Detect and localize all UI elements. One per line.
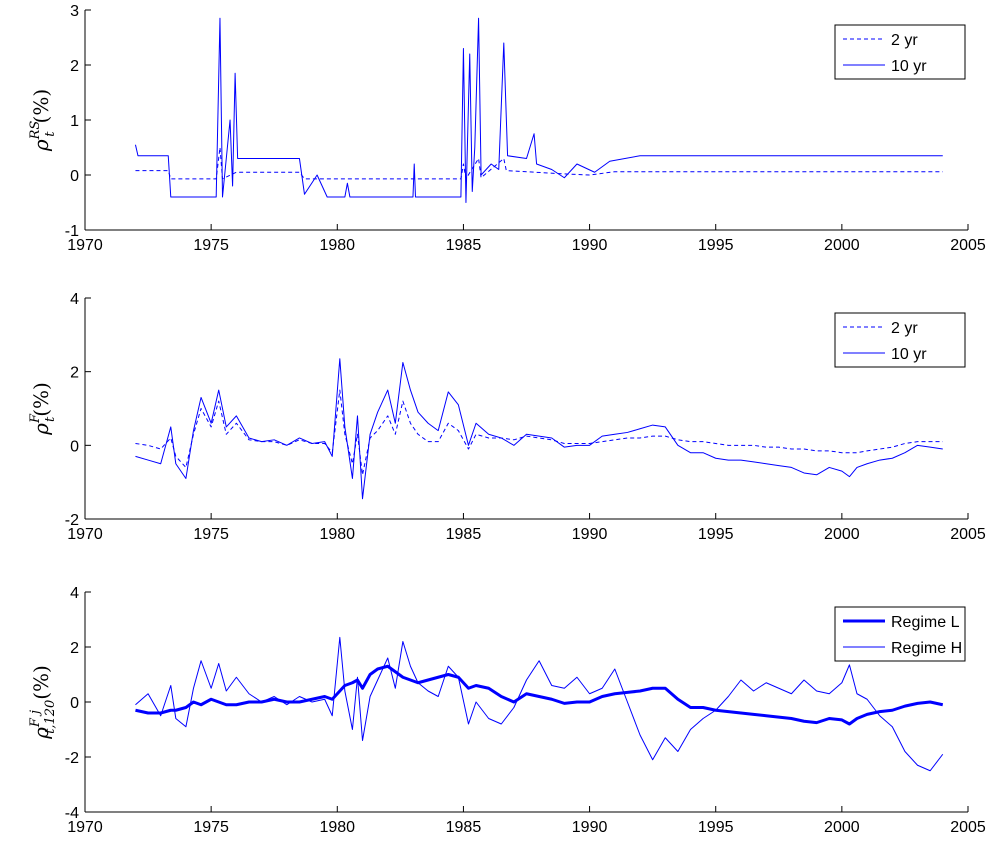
label-base: ρ (29, 423, 53, 436)
y-tick-label: -2 (65, 750, 79, 767)
y-axis-label: ρFt(%) (28, 382, 58, 436)
label-base: ρ (29, 727, 53, 740)
y-axis-label: ρF jt,120(%) (28, 665, 58, 740)
legend-label: 2 yr (891, 32, 918, 49)
y-tick-label: 0 (70, 168, 79, 185)
series-line (135, 147, 943, 180)
series-line (134, 17, 943, 203)
x-tick-label: 1985 (446, 819, 482, 836)
x-tick-label: 1980 (319, 237, 355, 254)
x-tick-label: 2005 (950, 237, 986, 254)
y-tick-label: -4 (65, 805, 79, 822)
x-tick-label: 1975 (193, 237, 229, 254)
y-tick-label: 2 (70, 640, 79, 657)
series-line (135, 358, 943, 500)
label-base: ρ (29, 139, 53, 152)
label-sub: t,120 (43, 700, 58, 734)
y-tick-label: 0 (70, 438, 79, 455)
x-tick-label: 1980 (319, 526, 355, 543)
x-tick-label: 1970 (67, 819, 103, 836)
legend-label: 2 yr (891, 320, 918, 337)
x-tick-label: 1990 (572, 237, 608, 254)
label-sup: RS (28, 121, 43, 141)
x-tick-label: 1985 (446, 526, 482, 543)
y-tick-label: 3 (70, 3, 79, 20)
y-tick-label: 2 (70, 365, 79, 382)
legend-box (834, 606, 966, 662)
x-tick-label: 1985 (446, 237, 482, 254)
y-tick-label: 1 (70, 113, 79, 130)
x-tick-label: 1995 (698, 526, 734, 543)
label-unit: (%) (29, 382, 53, 417)
label-unit: (%) (29, 89, 53, 124)
x-tick-label: 2000 (824, 237, 860, 254)
x-tick-label: 2005 (950, 819, 986, 836)
subplot: -1 0 1 2 3 1970 1975 1980 1985 1990 1995 2000 2005 ρR… (28, 3, 986, 254)
subplot: -4 -2 0 2 4 1970 1975 1980 1985 1990 1995 2000 2005 ρ… (28, 585, 986, 836)
x-tick-label: 2000 (824, 819, 860, 836)
legend-label: 10 yr (891, 346, 927, 363)
x-tick-label: 1975 (193, 819, 229, 836)
series-line (135, 636, 944, 772)
legend-label: 10 yr (891, 58, 927, 75)
label-sub: t (43, 416, 58, 422)
x-tick-label: 1990 (572, 819, 608, 836)
label-sup: F j (28, 710, 43, 728)
y-tick-label: 0 (70, 695, 79, 712)
x-tick-label: 1990 (572, 526, 608, 543)
x-tick-label: 2005 (950, 526, 986, 543)
x-tick-label: 1995 (698, 237, 734, 254)
x-tick-label: 2000 (824, 526, 860, 543)
x-tick-label: 1970 (67, 237, 103, 254)
x-tick-label: 1980 (319, 819, 355, 836)
label-sup: F (28, 413, 43, 424)
series-line (135, 664, 944, 726)
legend-label: Regime H (891, 640, 962, 657)
y-tick-label: 4 (70, 585, 79, 602)
y-tick-label: -2 (65, 512, 79, 529)
legend-box (834, 24, 966, 80)
x-tick-label: 1970 (67, 526, 103, 543)
y-tick-label: 4 (70, 291, 79, 308)
series-line (135, 389, 943, 476)
label-sub: t (43, 131, 58, 137)
x-tick-label: 1995 (698, 819, 734, 836)
legend-box (834, 312, 966, 368)
x-tick-label: 1975 (193, 526, 229, 543)
y-axis-label: ρRSt (%) (28, 89, 58, 152)
label-unit: (%) (29, 665, 53, 700)
legend-label: Regime L (891, 614, 960, 631)
subplot: -2 0 2 4 1970 1975 1980 1985 1990 1995 2000 2005 ρFt… (28, 291, 986, 543)
y-tick-label: 2 (70, 58, 79, 75)
y-tick-label: -1 (65, 223, 79, 240)
